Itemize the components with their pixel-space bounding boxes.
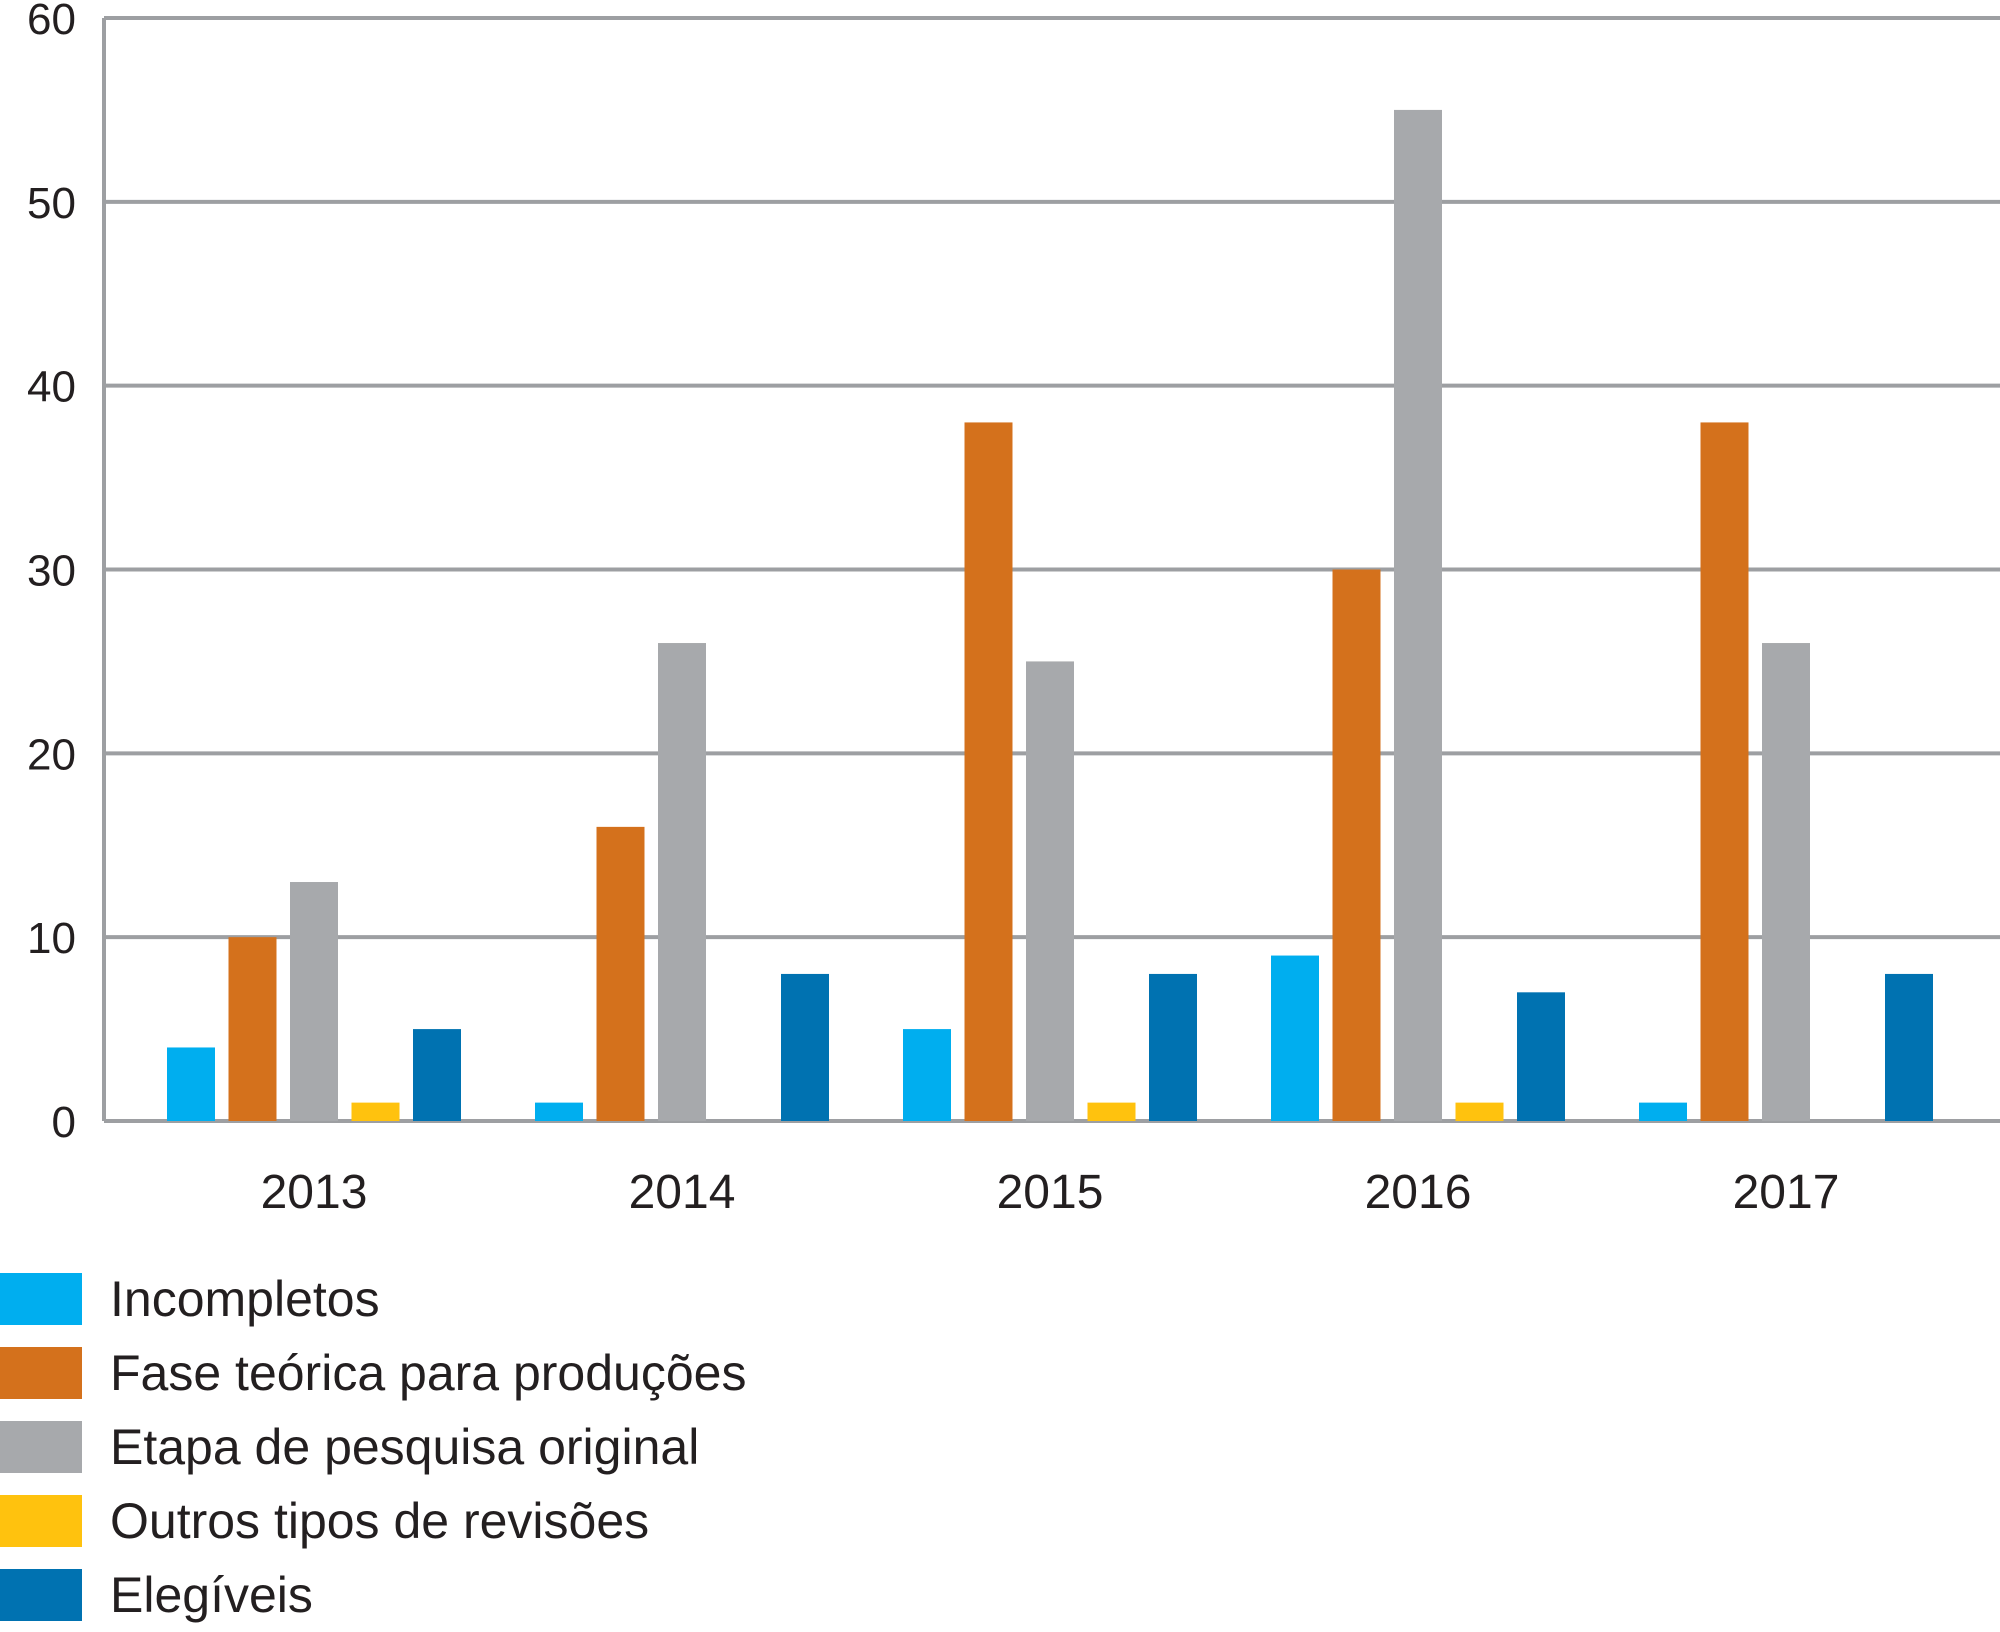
legend-label: Fase teórica para produções (110, 1345, 747, 1401)
bar-2015-incompletos (903, 1029, 951, 1121)
legend-swatch (0, 1347, 82, 1399)
bar-2013-etapa-de-pesquisa-original (290, 882, 338, 1121)
legend-swatch (0, 1273, 82, 1325)
bar-2013-outros-tipos-de-revis-es (351, 1102, 400, 1121)
legend-item: Incompletos (0, 1262, 746, 1336)
legend-label: Etapa de pesquisa original (110, 1419, 700, 1475)
y-tick-label-0: 0 (52, 1098, 76, 1147)
legend-label: Outros tipos de revisões (110, 1493, 650, 1549)
x-tick-label-2017: 2017 (1733, 1166, 1840, 1219)
bar-2014-etapa-de-pesquisa-original (658, 643, 706, 1121)
bar-2015-etapa-de-pesquisa-original (1026, 661, 1074, 1121)
bar-2017-eleg-veis (1885, 973, 1933, 1121)
bar-2016-etapa-de-pesquisa-original (1394, 109, 1442, 1121)
bar-2016-fase-te-rica-para-produ-es (1332, 569, 1381, 1121)
legend-item: Elegíveis (0, 1558, 746, 1632)
x-tick-label-2015: 2015 (997, 1166, 1104, 1219)
legend-swatch (0, 1421, 82, 1473)
bar-2017-incompletos (1639, 1102, 1687, 1121)
bar-2016-eleg-veis (1517, 992, 1565, 1121)
y-tick-label-30: 30 (27, 547, 76, 596)
bar-2015-eleg-veis (1149, 973, 1197, 1121)
legend-item: Etapa de pesquisa original (0, 1410, 746, 1484)
legend-label: Incompletos (110, 1271, 380, 1327)
x-tick-label-2016: 2016 (1365, 1166, 1472, 1219)
y-tick-label-40: 40 (27, 363, 76, 412)
bar-2017-fase-te-rica-para-produ-es (1700, 422, 1749, 1121)
bar-2014-fase-te-rica-para-produ-es (596, 826, 645, 1121)
bar-2015-fase-te-rica-para-produ-es (964, 422, 1013, 1121)
bar-2014-eleg-veis (781, 973, 829, 1121)
y-tick-label-50: 50 (27, 179, 76, 228)
bar-2015-outros-tipos-de-revis-es (1087, 1102, 1136, 1121)
legend-item: Fase teórica para produções (0, 1336, 746, 1410)
legend-item: Outros tipos de revisões (0, 1484, 746, 1558)
bar-2017-etapa-de-pesquisa-original (1762, 643, 1810, 1121)
x-tick-label-2014: 2014 (629, 1166, 736, 1219)
bar-2013-fase-te-rica-para-produ-es (228, 937, 277, 1121)
legend-swatch (0, 1495, 82, 1547)
y-tick-labels: 0 10 20 30 40 50 60 (27, 0, 76, 1147)
bar-2016-incompletos (1271, 955, 1319, 1121)
bar-2013-eleg-veis (413, 1029, 461, 1121)
y-tick-label-60: 60 (27, 0, 76, 44)
bar-2016-outros-tipos-de-revis-es (1455, 1102, 1504, 1121)
y-tick-label-10: 10 (27, 914, 76, 963)
bar-2013-incompletos (167, 1047, 215, 1121)
x-tick-labels: 2013 2014 2015 2016 2017 (261, 1166, 1840, 1219)
legend: Incompletos Fase teórica para produções Et… (0, 1262, 746, 1632)
legend-swatch (0, 1569, 82, 1621)
bars (167, 109, 1933, 1121)
legend-label: Elegíveis (110, 1567, 313, 1623)
x-tick-label-2013: 2013 (261, 1166, 368, 1219)
bar-2014-incompletos (535, 1102, 583, 1121)
bar-chart: 0 10 20 30 40 50 60 2013 2014 2015 2016 2017 (27, 0, 2000, 1219)
y-tick-label-20: 20 (27, 730, 76, 779)
